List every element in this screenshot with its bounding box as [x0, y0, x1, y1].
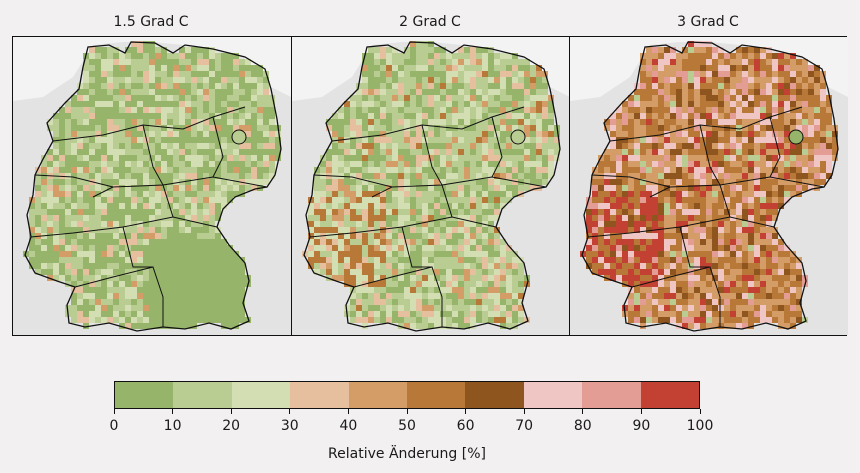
- state-border: [142, 124, 164, 186]
- country-border: [581, 41, 839, 332]
- maps-frame: [12, 36, 848, 336]
- state-border: [92, 186, 114, 198]
- map-panel-1[interactable]: [13, 37, 291, 335]
- colorbar-segment-3: [290, 382, 349, 408]
- state-border: [371, 186, 393, 198]
- state-border: [331, 106, 525, 142]
- state-border: [699, 124, 721, 186]
- colorbar-tick-label: 40: [339, 418, 358, 434]
- colorbar-tick-label: 0: [109, 418, 119, 434]
- colorbar-segment-7: [523, 382, 583, 408]
- colorbar-tick: [640, 409, 642, 414]
- state-border: [52, 106, 246, 142]
- state-border: [441, 184, 453, 218]
- neighbor-land: [570, 37, 848, 101]
- colorbar-segment-0: [115, 382, 174, 408]
- panel-title-3: 3 Grad C: [677, 14, 739, 30]
- map-2: [292, 37, 570, 335]
- panel-title-1: 1.5 Grad C: [113, 14, 189, 30]
- colorbar-segment-4: [348, 382, 408, 408]
- state-border: [609, 106, 803, 142]
- state-border: [313, 174, 547, 188]
- colorbar-label: Relative Änderung [%]: [328, 446, 486, 462]
- state-border: [491, 116, 503, 178]
- panel-title-2: 2 Grad C: [399, 14, 461, 30]
- state-border: [421, 124, 443, 186]
- colorbar-tick-label: 60: [456, 418, 475, 434]
- colorbar-tick: [465, 409, 467, 414]
- colorbar-tick: [113, 409, 115, 414]
- colorbar-tick-label: 10: [163, 418, 182, 434]
- berlin-region: [231, 129, 247, 145]
- state-border: [649, 186, 671, 198]
- colorbar-tick: [230, 409, 232, 414]
- state-border: [122, 226, 153, 268]
- state-border: [212, 116, 224, 178]
- colorbar-tick: [406, 409, 408, 414]
- map-3: [570, 37, 848, 335]
- map-panel-2[interactable]: [291, 37, 570, 335]
- change-raster: [23, 41, 281, 329]
- colorbar-tick: [699, 409, 701, 414]
- state-border: [769, 116, 781, 178]
- colorbar-segment-8: [582, 382, 641, 408]
- state-border: [401, 226, 432, 268]
- colorbar-segments: [114, 381, 700, 409]
- change-raster: [302, 41, 560, 329]
- colorbar-tick: [347, 409, 349, 414]
- colorbar-tick: [523, 409, 525, 414]
- state-border: [34, 174, 268, 188]
- state-border: [162, 184, 174, 218]
- map-1: [13, 37, 291, 335]
- state-border: [591, 174, 825, 188]
- colorbar-tick: [289, 409, 291, 414]
- berlin-region: [510, 129, 526, 145]
- colorbar-tick-label: 30: [280, 418, 299, 434]
- colorbar-tick-label: 50: [398, 418, 416, 434]
- colorbar-tick: [172, 409, 174, 414]
- colorbar-segment-1: [173, 382, 232, 408]
- colorbar-tick-label: 70: [515, 418, 534, 434]
- colorbar-segment-6: [465, 382, 524, 408]
- berlin-region: [788, 129, 804, 145]
- colorbar-tick-label: 100: [686, 418, 714, 434]
- state-border: [719, 184, 731, 218]
- neighbor-land: [13, 37, 291, 101]
- colorbar-tick-label: 80: [573, 418, 592, 434]
- country-border: [24, 41, 282, 332]
- colorbar-segment-2: [231, 382, 291, 408]
- colorbar-segment-5: [407, 382, 466, 408]
- colorbar-segment-9: [640, 382, 700, 408]
- colorbar-tick: [582, 409, 584, 414]
- country-border: [303, 41, 561, 332]
- state-border: [679, 226, 710, 268]
- neighbor-land: [292, 37, 570, 101]
- colorbar-tick-label: 20: [222, 418, 241, 434]
- map-panel-3[interactable]: [569, 37, 848, 335]
- colorbar: [113, 381, 701, 414]
- colorbar-tick-label: 90: [632, 418, 651, 434]
